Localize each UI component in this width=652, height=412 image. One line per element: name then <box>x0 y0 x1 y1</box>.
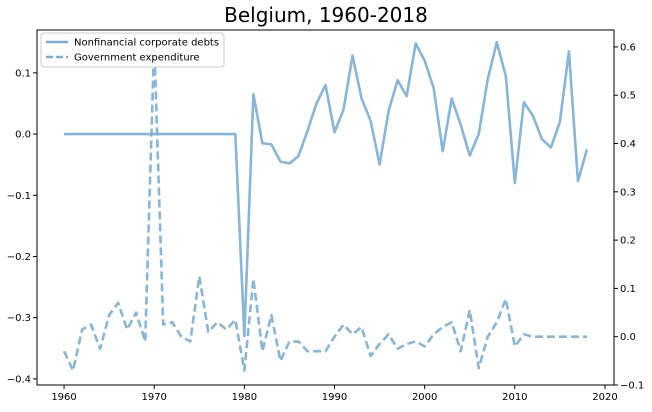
right-y-tick-label: 0.5 <box>620 91 636 102</box>
left-y-tick-label: 0.0 <box>15 130 31 141</box>
legend-label-corporate-debts: Nonfinancial corporate debts <box>74 38 219 49</box>
x-tick-label: 2000 <box>412 392 437 403</box>
right-y-tick-label: 0.4 <box>620 139 636 150</box>
right-y-tick-label: 0.2 <box>620 236 636 247</box>
x-tick-label: 2020 <box>592 392 617 403</box>
plot-area <box>62 40 589 372</box>
right-y-tick-label: 0.3 <box>620 187 636 198</box>
x-tick-label: 1990 <box>322 392 347 403</box>
legend-box <box>40 32 225 68</box>
left-y-tick-label: 0.1 <box>15 68 31 79</box>
x-tick-label: 1970 <box>141 392 166 403</box>
chart-title: Belgium, 1960-2018 <box>224 3 428 27</box>
left-y-tick-label: −0.4 <box>7 374 31 385</box>
right-y-tick-label: 0.0 <box>620 332 636 343</box>
legend-label-government-expenditure: Government expenditure <box>74 53 200 64</box>
series-line-government-expenditure <box>62 40 587 372</box>
x-tick-label: 1960 <box>51 392 76 403</box>
right-y-tick-label: −0.1 <box>620 381 644 392</box>
right-y-tick-label: 0.6 <box>620 42 636 53</box>
x-tick-label: 1980 <box>232 392 257 403</box>
left-y-tick-label: −0.1 <box>7 191 31 202</box>
plot-frame <box>36 29 615 386</box>
right-y-tick-label: 0.1 <box>620 284 636 295</box>
left-y-tick-label: −0.3 <box>7 313 31 324</box>
x-tick-label: 2010 <box>502 392 527 403</box>
left-y-tick-label: −0.2 <box>7 252 31 263</box>
legend: Nonfinancial corporate debts Government … <box>40 32 225 68</box>
axes: 1960 1970 1980 1990 2000 2010 2020 0.1 0.0 −0.1 −0… <box>7 42 645 403</box>
